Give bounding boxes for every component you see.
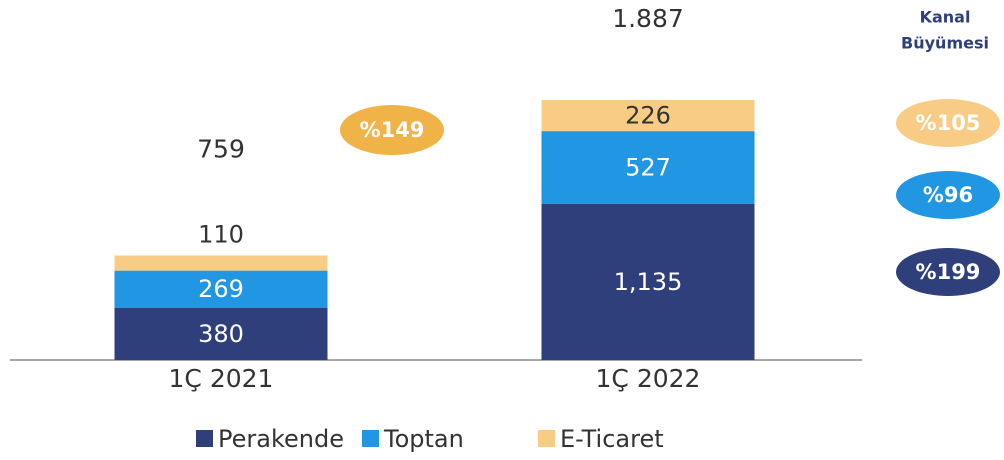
channel-pill — [896, 99, 1000, 147]
bar-segment — [114, 307, 328, 360]
growth-label: %149 — [360, 118, 425, 142]
bar-segment — [114, 255, 328, 271]
bar-segment — [541, 203, 755, 360]
bar-segment — [541, 131, 755, 204]
channel-pill — [896, 171, 1000, 219]
x-tick-label: 1Ç 2022 — [596, 364, 701, 393]
channel-label: %199 — [916, 260, 981, 284]
channel-label: %105 — [916, 111, 981, 135]
total-label: 1.887 — [612, 4, 684, 33]
segment-label: 380 — [198, 320, 244, 348]
legend-label: Toptan — [383, 425, 464, 453]
segment-label: 269 — [198, 275, 244, 303]
legend-swatch — [538, 430, 555, 447]
channel-pill — [896, 248, 1000, 296]
bar-segment — [114, 270, 328, 308]
segment-label: 527 — [625, 153, 671, 181]
bar-segment — [541, 100, 755, 132]
channel-label: %96 — [923, 183, 973, 207]
legend-label: E-Ticaret — [560, 425, 664, 453]
segment-label: 110 — [198, 220, 244, 248]
side-title: Büyümesi — [901, 34, 989, 53]
total-label: 759 — [197, 134, 245, 163]
legend-swatch — [196, 430, 213, 447]
segment-label: 226 — [625, 102, 671, 130]
legend-label: Perakende — [218, 425, 344, 453]
segment-label: 1,135 — [614, 268, 683, 296]
x-tick-label: 1Ç 2021 — [169, 364, 274, 393]
side-title: Kanal — [920, 8, 971, 27]
growth-pill — [340, 105, 444, 155]
legend-swatch — [362, 430, 379, 447]
